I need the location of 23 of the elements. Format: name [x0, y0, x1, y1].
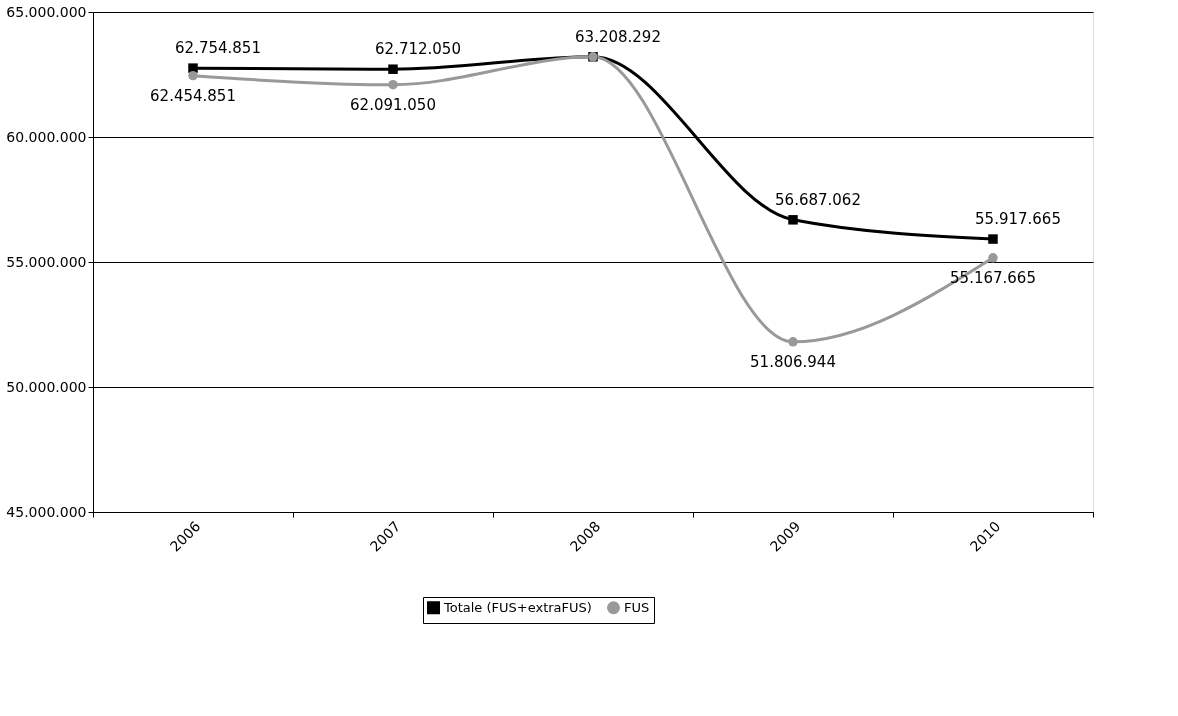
data-label: 62.454.851: [150, 86, 236, 105]
point: [188, 70, 198, 81]
point: [988, 253, 998, 263]
legend-label: Totale (FUS+extraFUS): [443, 599, 592, 615]
data-label: 56.687.062: [775, 190, 861, 209]
point: [388, 79, 398, 90]
point: [988, 234, 998, 244]
y-tick-label: 60.000.000: [6, 128, 87, 145]
y-tick-label: 45.000.000: [6, 503, 87, 520]
data-label: 63.208.292: [575, 27, 661, 46]
data-label: 62.091.050: [350, 95, 436, 114]
data-label: 55.917.665: [975, 210, 1061, 229]
data-label: 62.754.851: [175, 39, 261, 58]
data-label: 51.806.944: [750, 352, 836, 371]
data-label: 62.712.050: [375, 40, 461, 59]
y-tick-label: 65.000.000: [6, 3, 87, 20]
data-label: 55.167.665: [950, 268, 1036, 287]
y-tick-label: 50.000.000: [6, 378, 87, 395]
legend-label: FUS: [624, 599, 650, 615]
point: [388, 64, 398, 74]
point: [788, 337, 798, 347]
y-tick-label: 55.000.000: [6, 253, 87, 270]
point: [788, 215, 798, 225]
